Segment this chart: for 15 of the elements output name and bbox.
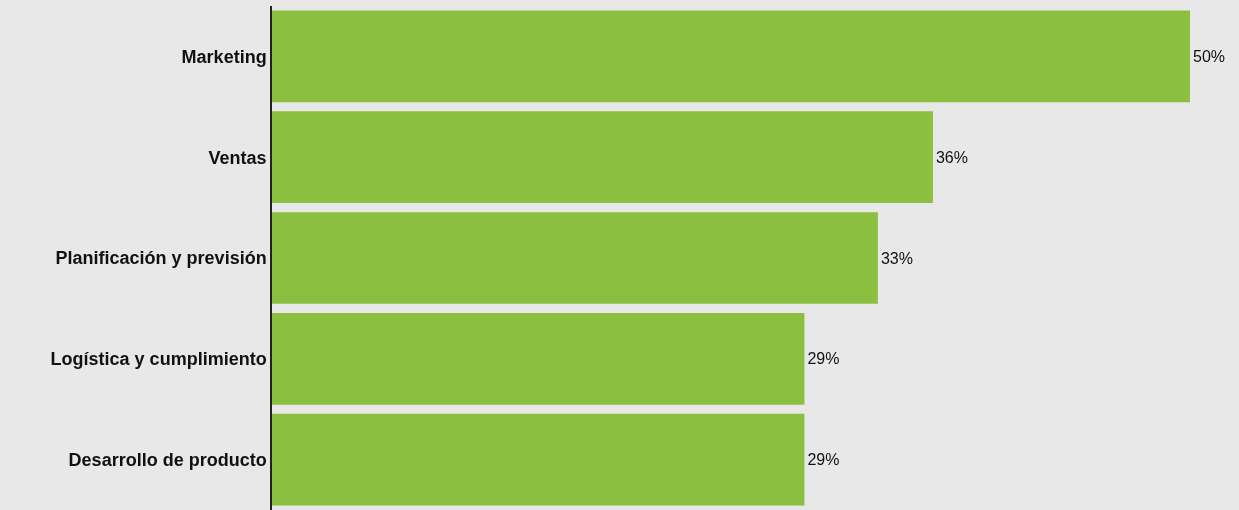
y-tick-label: Marketing: [181, 46, 267, 67]
data-label: 33%: [880, 249, 913, 267]
data-label: 50%: [1193, 47, 1226, 65]
y-tick-label: Desarrollo de producto: [68, 449, 267, 470]
bar: [272, 111, 933, 204]
bar: [272, 212, 878, 304]
bar: [272, 10, 1190, 103]
bar: [272, 413, 805, 506]
data-label: 29%: [807, 451, 840, 469]
data-label: 36%: [935, 148, 968, 166]
data-label: 29%: [807, 350, 840, 368]
bar: [272, 312, 805, 405]
y-tick-label: Planificación y previsión: [55, 248, 267, 269]
y-tick-label: Ventas: [208, 147, 267, 168]
y-tick-label: Logística y cumplimiento: [50, 349, 267, 370]
